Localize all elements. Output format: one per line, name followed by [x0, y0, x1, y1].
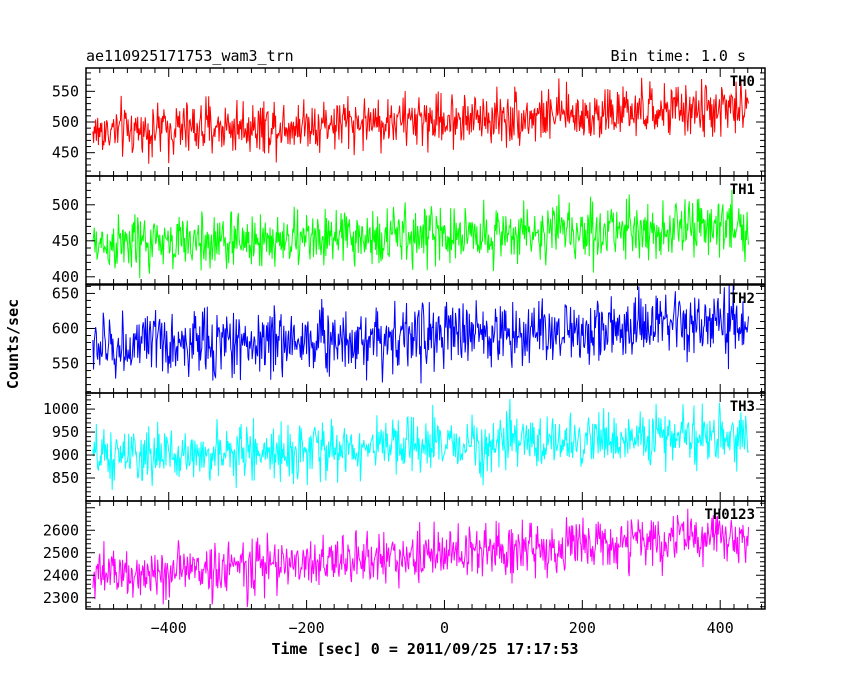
x-tick-label: 200: [569, 619, 596, 637]
x-tick-label: −200: [289, 619, 325, 637]
series-line-th0: [92, 77, 749, 164]
panel-frame: [85, 284, 766, 394]
y-tick-label: 550: [52, 355, 79, 373]
series-name-label: TH0: [730, 74, 755, 90]
y-tick-label: 500: [52, 196, 79, 214]
y-tick-label: 2400: [43, 566, 79, 584]
series-name-label: TH3: [730, 399, 755, 415]
chart-title: ae110925171753_wam3_trn: [86, 47, 294, 65]
y-tick-label: 2600: [43, 521, 79, 539]
series-line-th0123: [92, 508, 749, 608]
series-line-th3: [92, 398, 749, 491]
panels-group: 450 500 550 TH0 400 450 500 TH1 550 600 650 TH2 850 9…: [43, 67, 766, 637]
y-tick-label: 1000: [43, 400, 79, 418]
y-tick-label: 2500: [43, 544, 79, 562]
series-line-th1: [92, 189, 749, 279]
y-tick-label: 2300: [43, 589, 79, 607]
y-axis-label: Counts/sec: [4, 299, 22, 389]
panel-th0123: 2300 2400 2500 2600 TH0123: [43, 500, 766, 610]
y-tick-label: 400: [52, 268, 79, 286]
panel-th3: 850 900 950 1000 TH3: [43, 392, 766, 502]
panel-th0: 450 500 550 TH0: [52, 67, 766, 177]
panel-th1: 400 450 500 TH1: [52, 175, 766, 286]
panel-th2: 550 600 650 TH2: [52, 284, 766, 394]
x-tick-label: 0: [440, 619, 449, 637]
y-tick-label: 500: [52, 113, 79, 131]
series-line-th2: [92, 285, 749, 384]
y-tick-label: 950: [52, 423, 79, 441]
y-tick-label: 900: [52, 446, 79, 464]
series-name-label: TH2: [730, 291, 755, 307]
x-axis-label: Time [sec] 0 = 2011/09/25 17:17:53: [271, 640, 578, 658]
series-name-label: TH0123: [704, 507, 755, 523]
y-tick-label: 600: [52, 319, 79, 337]
y-tick-label: 450: [52, 144, 79, 162]
x-tick-label: −400: [151, 619, 187, 637]
panel-frame: [85, 175, 766, 285]
x-tick-label: 400: [707, 619, 734, 637]
panel-frame: [85, 500, 766, 610]
bin-time-label: Bin time: 1.0 s: [611, 47, 746, 65]
y-tick-label: 850: [52, 469, 79, 487]
y-tick-label: 650: [52, 284, 79, 302]
y-tick-label: 550: [52, 82, 79, 100]
y-tick-label: 450: [52, 232, 79, 250]
series-name-label: TH1: [730, 182, 755, 198]
